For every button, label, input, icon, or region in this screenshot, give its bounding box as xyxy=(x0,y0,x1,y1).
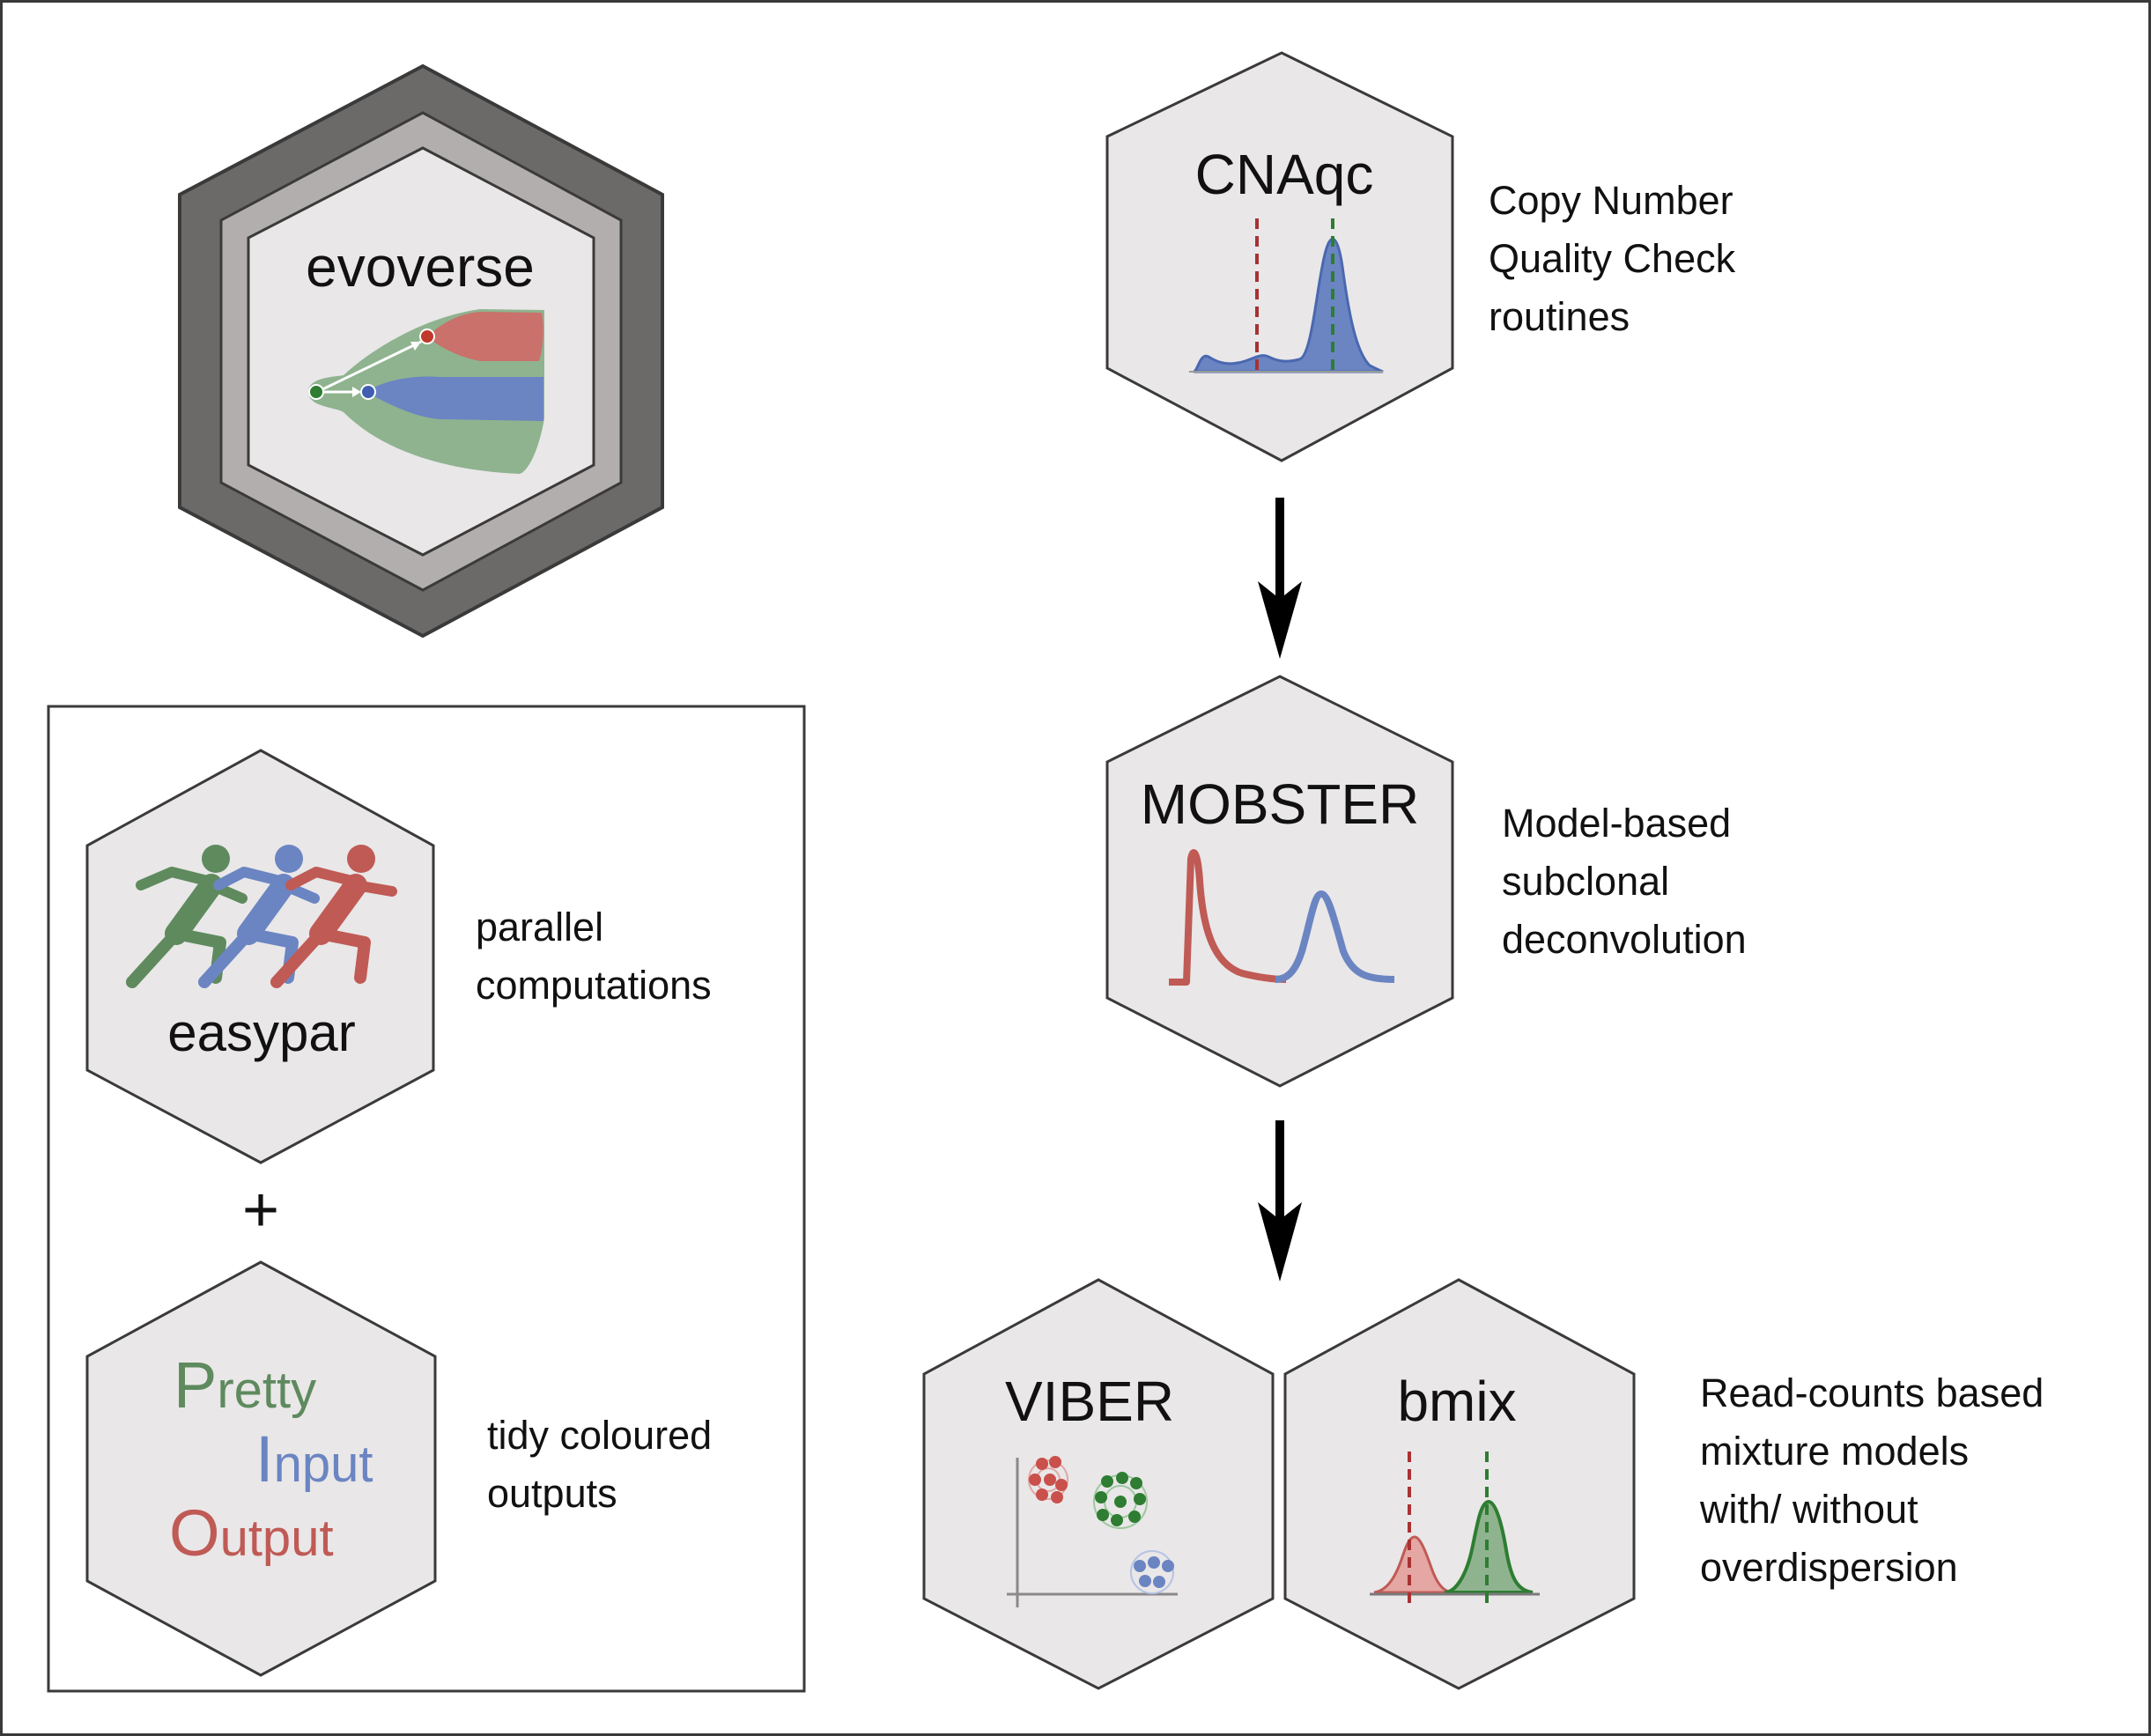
mobster-mixture-plot xyxy=(1169,849,1395,986)
bmix-package: bmix xyxy=(1283,1278,1636,1690)
easypar-runners-icon xyxy=(126,845,397,988)
evoverse-fishplot-illustration xyxy=(308,309,544,474)
viber-red-cluster xyxy=(1028,1456,1068,1503)
easypar-description-line-1: parallel xyxy=(476,905,603,949)
viber-green-cluster xyxy=(1093,1472,1148,1529)
mixture-description-line-1: Read-counts based xyxy=(1700,1370,2044,1415)
runner-red xyxy=(270,845,397,988)
viber-package: VIBER xyxy=(922,1278,1275,1690)
cnaqc-description-line-2: Quality Check xyxy=(1489,236,1736,281)
evoverse-title: evoverse xyxy=(306,235,535,299)
pio-description-line-2: outputs xyxy=(487,1471,617,1516)
runner-green xyxy=(126,845,248,988)
evoverse-logo: evoverse xyxy=(178,63,664,639)
pio-input-rest: nput xyxy=(274,1436,373,1493)
viber-blue-cluster xyxy=(1130,1550,1174,1594)
easypar-description: parallel computations xyxy=(476,905,712,1008)
plus-sign: + xyxy=(242,1175,279,1245)
pio-description-line-1: tidy coloured xyxy=(487,1413,712,1458)
pio-input-initial: I xyxy=(255,1422,274,1496)
mobster-description-line-1: Model-based xyxy=(1502,801,1731,846)
pio-package: Pretty Input Output xyxy=(85,1260,437,1677)
cnaqc-description: Copy Number Quality Check routines xyxy=(1489,178,1747,339)
cnaqc-description-line-1: Copy Number xyxy=(1489,178,1733,223)
bmix-red-component xyxy=(1373,1535,1454,1594)
viber-title: VIBER xyxy=(1005,1370,1174,1433)
pio-line-output: Output xyxy=(169,1496,334,1570)
mixture-description: Read-counts based mixture models with/ w… xyxy=(1699,1370,2055,1590)
cnaqc-package: CNAqc Copy Number Quality Check routines xyxy=(1105,51,1747,462)
mobster-package: MOBSTER Model-based subclonal deconvolut… xyxy=(1105,675,1747,1088)
pio-output-initial: O xyxy=(169,1496,220,1570)
pio-line-input: Input xyxy=(255,1422,373,1496)
fishplot-arrowhead-blue xyxy=(352,387,361,397)
cnaqc-density-curve xyxy=(1193,237,1384,373)
fishplot-arrowhead-red xyxy=(410,342,421,351)
fishplot-arrow-to-red xyxy=(316,340,422,394)
viber-hex xyxy=(922,1278,1275,1690)
easypar-description-line-2: computations xyxy=(476,963,712,1008)
viber-scatter-plot xyxy=(1007,1456,1178,1607)
mobster-tail-curve xyxy=(1169,849,1287,986)
arrow-cnaqc-to-mobster xyxy=(1258,498,1302,659)
bmix-mixture-plot xyxy=(1370,1452,1540,1610)
mixture-description-line-4: overdispersion xyxy=(1700,1545,1958,1590)
easypar-package: easypar xyxy=(85,749,435,1164)
mobster-description: Model-based subclonal deconvolution xyxy=(1502,801,1747,962)
mobster-hex xyxy=(1105,675,1454,1088)
mobster-description-line-2: subclonal xyxy=(1502,859,1669,904)
mixture-description-line-2: mixture models xyxy=(1700,1429,1969,1474)
easypar-title: easypar xyxy=(167,1003,355,1062)
pio-pretty-initial: P xyxy=(174,1348,217,1422)
pio-line-pretty: Pretty xyxy=(174,1348,316,1422)
pio-hex xyxy=(85,1260,437,1677)
fishplot-node-root xyxy=(308,384,324,400)
cnaqc-description-line-3: routines xyxy=(1489,294,1630,339)
fishplot-node-blue xyxy=(360,384,376,400)
easypar-hex xyxy=(85,749,435,1164)
cnaqc-density-plot xyxy=(1189,218,1384,377)
fishplot-node-red xyxy=(419,329,435,344)
bmix-title: bmix xyxy=(1397,1370,1516,1433)
fishplot-red-clone xyxy=(427,312,543,361)
mixture-description-line-3: with/ without xyxy=(1699,1487,1918,1532)
pio-output-rest: utput xyxy=(220,1510,334,1567)
pio-description: tidy coloured outputs xyxy=(487,1413,723,1516)
arrow-mobster-to-mixtures xyxy=(1258,1120,1302,1282)
mobster-clone-curve xyxy=(1275,890,1395,983)
pio-pretty-rest: retty xyxy=(217,1362,316,1419)
mobster-title: MOBSTER xyxy=(1141,772,1419,836)
fishplot-blue-clone xyxy=(366,376,543,421)
mobster-description-line-3: deconvolution xyxy=(1502,917,1747,962)
bmix-hex xyxy=(1283,1278,1636,1690)
cnaqc-title: CNAqc xyxy=(1195,143,1374,206)
cnaqc-hex xyxy=(1105,51,1454,462)
